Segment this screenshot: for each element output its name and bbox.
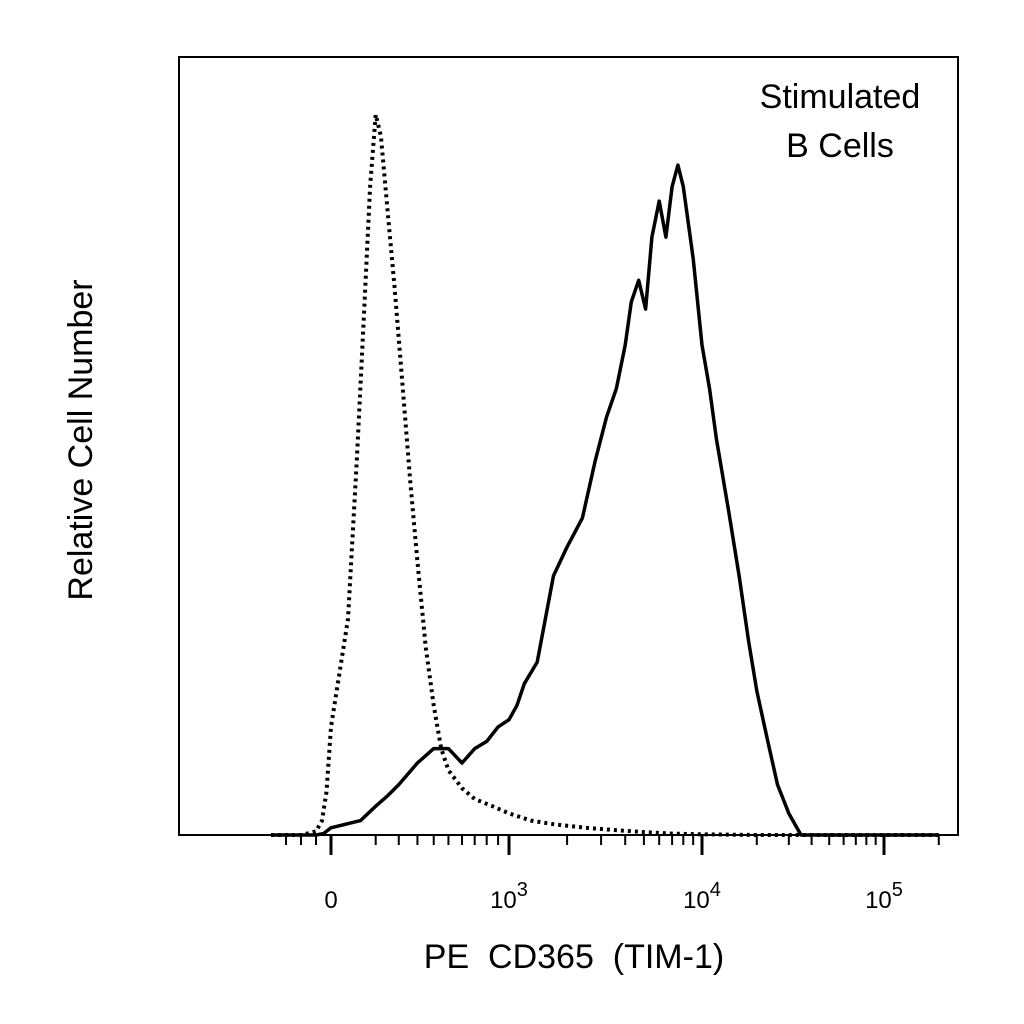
x-tick-label: 103 — [490, 879, 528, 914]
x-axis-label: PE CD365 (TIM-1) — [424, 938, 724, 976]
x-tick-label: 105 — [865, 879, 903, 914]
annotation-line-2: B Cells — [786, 127, 894, 165]
tick-label-exponent: 4 — [710, 879, 721, 901]
tick-label-base: 10 — [490, 887, 517, 914]
series-dotted-line — [271, 112, 939, 837]
tick-label-base: 0 — [324, 887, 337, 914]
x-tick-label: 104 — [683, 879, 721, 914]
x-axis-ticks — [285, 835, 940, 855]
y-axis-label: Relative Cell Number — [62, 279, 100, 600]
annotation-line-1: Stimulated — [760, 78, 921, 116]
plot-frame — [178, 56, 959, 836]
tick-label-exponent: 5 — [892, 879, 903, 901]
tick-label-exponent: 3 — [517, 879, 528, 901]
series-layer — [271, 112, 939, 837]
x-axis-tick-labels: 0 103 104 105 — [324, 879, 903, 914]
tick-label-base: 10 — [865, 887, 892, 914]
tick-label-base: 10 — [683, 887, 710, 914]
x-tick-label: 0 — [324, 887, 337, 914]
series-solid-line — [271, 163, 939, 837]
